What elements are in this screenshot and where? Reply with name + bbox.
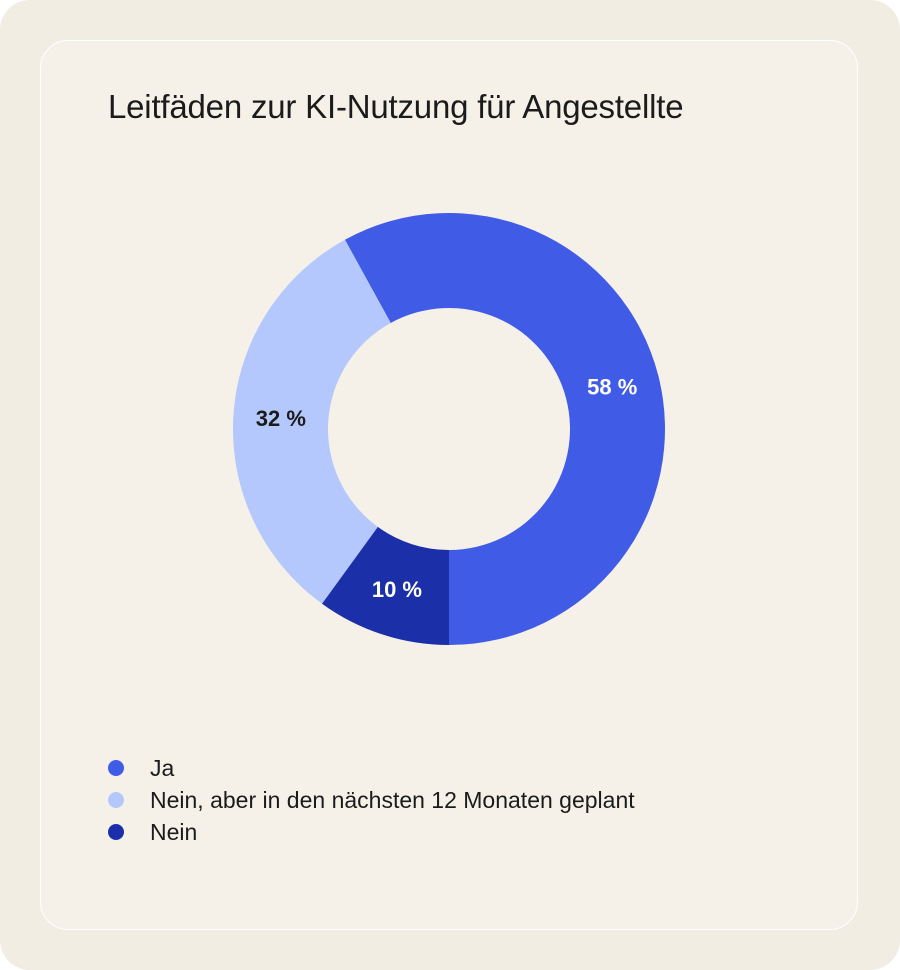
legend-item-geplant: Nein, aber in den nächsten 12 Monaten ge… [108,784,635,816]
legend-swatch-geplant [108,792,124,808]
slice-nein [322,526,449,645]
legend-label-ja: Ja [150,754,175,781]
chart-card [40,40,858,930]
legend-item-nein: Nein [108,816,635,848]
legend-swatch-nein [108,824,124,840]
data-label-nein: 10 % [372,577,422,602]
data-label-geplant: 32 % [256,406,306,431]
legend-label-nein: Nein [150,818,198,845]
legend-label-geplant: Nein, aber in den nächsten 12 Monaten ge… [150,786,635,813]
data-label-ja: 58 % [587,375,637,400]
slice-ja [344,213,665,645]
chart-title: Leitfäden zur KI-Nutzung für Angestellte [108,88,684,125]
chart-legend: Ja Nein, aber in den nächsten 12 Monaten… [108,752,635,848]
legend-item-ja: Ja [108,752,635,784]
legend-swatch-ja [108,760,124,776]
slice-geplant [232,239,391,604]
